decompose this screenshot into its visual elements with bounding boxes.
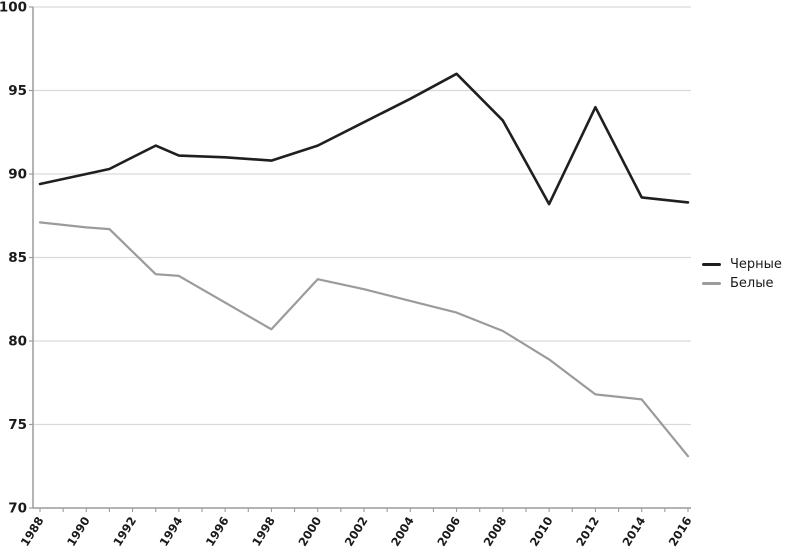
y-axis-label: 70 xyxy=(8,501,27,517)
x-axis-label: 2012 xyxy=(573,514,602,549)
x-axis-label: 1996 xyxy=(203,514,232,549)
x-axis-label: 1998 xyxy=(249,514,278,549)
series-line-chernye xyxy=(38,72,690,206)
x-axis-label: 1988 xyxy=(18,514,47,549)
y-axis-label: 75 xyxy=(8,417,27,433)
x-axis-label: 2004 xyxy=(388,514,417,549)
y-axis-label: 100 xyxy=(0,0,27,16)
x-axis-label: 2002 xyxy=(342,514,371,549)
y-axis-label: 80 xyxy=(8,334,27,350)
x-axis-label: 2016 xyxy=(666,514,695,549)
legend-line-swatch-gray xyxy=(702,282,721,285)
legend-label: Белые xyxy=(730,276,774,291)
legend-line-swatch-black xyxy=(702,262,721,267)
x-axis-label: 2010 xyxy=(527,514,556,549)
x-axis-label: 1992 xyxy=(110,514,139,549)
series-line-belye xyxy=(38,221,690,458)
y-axis-label: 85 xyxy=(8,250,27,266)
y-axis-label: 95 xyxy=(8,83,27,99)
x-axis-label: 2008 xyxy=(481,514,510,549)
legend: Черные Белые xyxy=(702,257,782,291)
x-axis-label: 2014 xyxy=(619,514,648,549)
legend-item-belye: Белые xyxy=(702,276,782,291)
legend-item-chernye: Черные xyxy=(702,257,782,272)
x-axis-label: 1994 xyxy=(157,514,186,549)
x-axis-label: 2000 xyxy=(295,514,324,549)
y-axis-label: 90 xyxy=(8,167,27,183)
x-axis-label: 1990 xyxy=(64,514,93,549)
x-axis-label: 2006 xyxy=(434,514,463,549)
legend-label: Черные xyxy=(730,257,782,272)
